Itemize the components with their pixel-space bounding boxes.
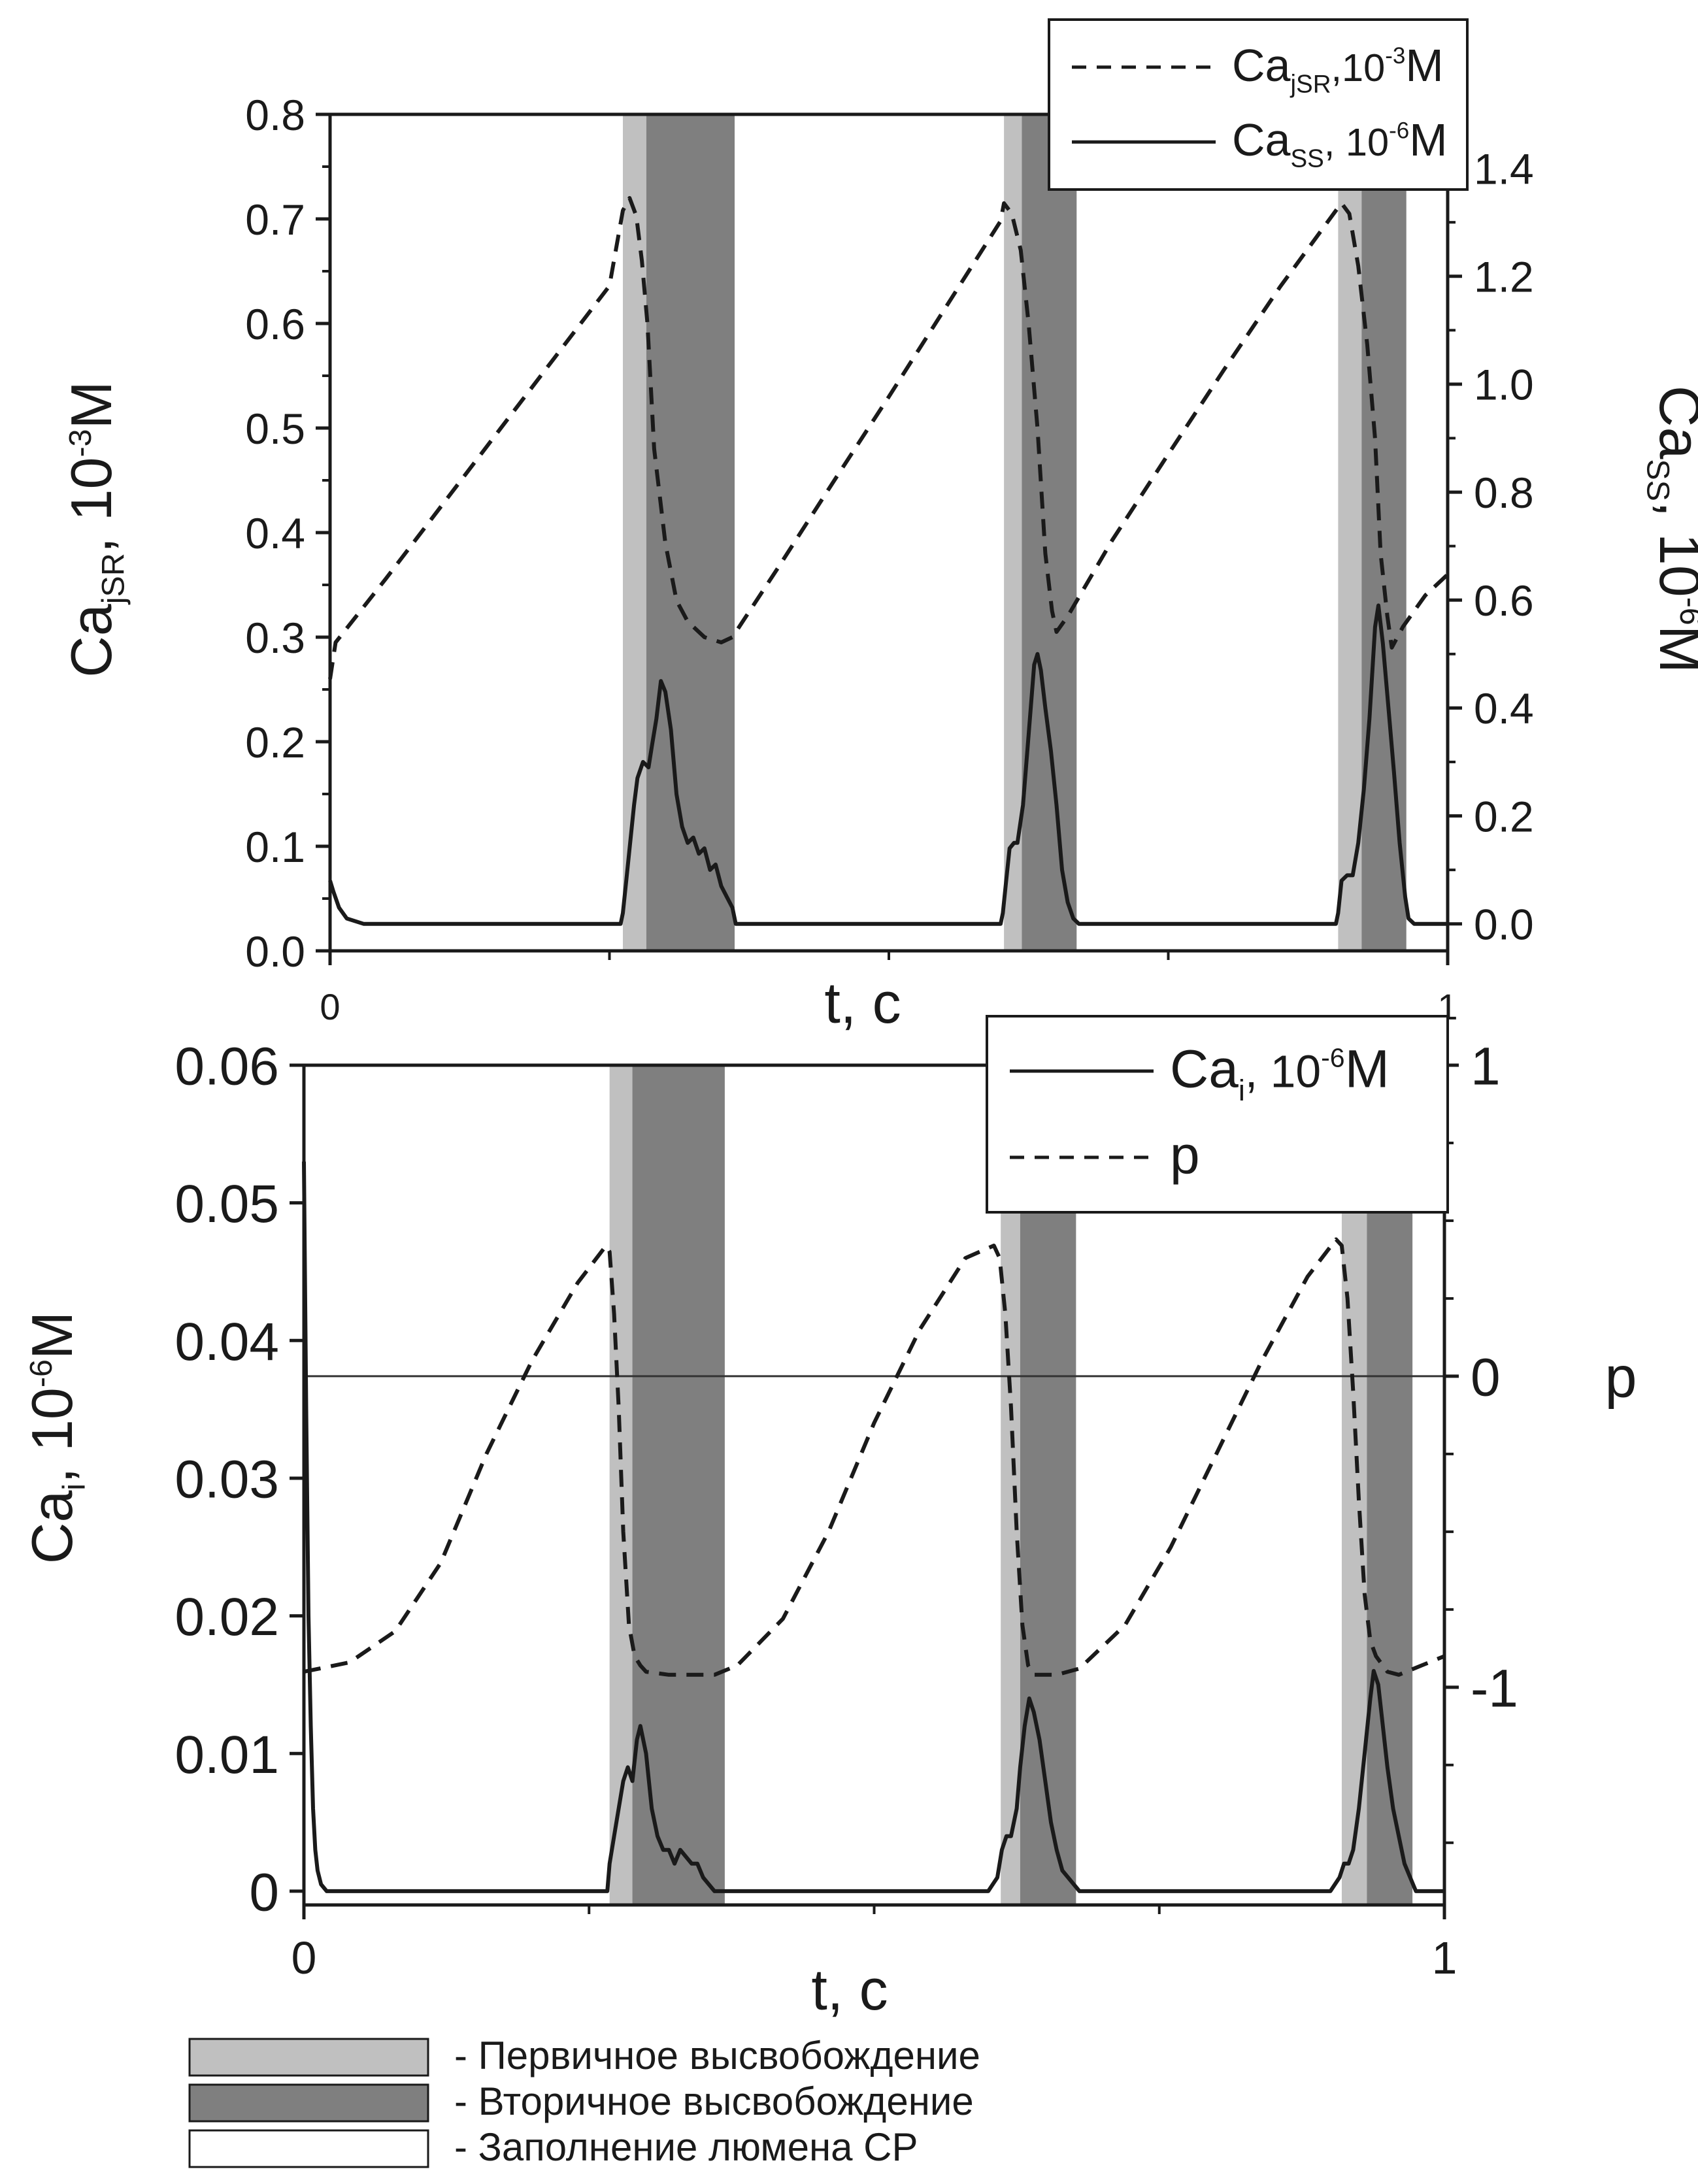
- y-right-tick-label: 0.4: [1474, 684, 1534, 733]
- legend-name-main: p: [1170, 1126, 1200, 1185]
- y-left-title-main: Ca: [59, 604, 124, 678]
- band-legend-swatch-filling: [188, 2129, 429, 2168]
- y-right-title-main: Ca: [1648, 386, 1698, 459]
- y-left-tick-label: 0.05: [175, 1174, 279, 1234]
- x-tick-label: 0: [291, 1932, 317, 1983]
- y-right-title-sub: SS: [1640, 459, 1676, 501]
- legend-name-unit: M: [1405, 40, 1443, 91]
- band-legend-swatch-secondary: [188, 2083, 429, 2123]
- legend-name-rest: , 10: [1324, 120, 1389, 164]
- y-left-title-rest: , 10: [20, 1387, 84, 1483]
- y-right-tick-label: 0.0: [1474, 900, 1534, 948]
- y-left-tick-label: 0.0: [245, 927, 305, 976]
- release-band-primary: [1338, 114, 1362, 951]
- y-right-tick-label: 0.8: [1474, 469, 1534, 517]
- x-tick-label: 0: [320, 986, 340, 1027]
- band-legend-label-secondary: - Вторичное высвобождение: [454, 2079, 974, 2123]
- y-right-axis-title: p: [1605, 1345, 1637, 1410]
- series-line-solid: [302, 1161, 1444, 1893]
- y-left-title-rest: , 10: [59, 457, 124, 554]
- legend-name-main: Ca: [1170, 1040, 1239, 1099]
- y-left-tick-label: 0.03: [175, 1449, 279, 1509]
- release-band-secondary: [632, 1065, 725, 1905]
- y-left-tick-label: 0.6: [245, 300, 305, 348]
- y-left-title-unit: M: [20, 1312, 84, 1359]
- y-left-tick-label: 0.1: [245, 823, 305, 871]
- y-right-axis-title: CaSS, 10-6M: [1640, 386, 1698, 673]
- legend-entry-label: p: [1170, 1126, 1200, 1185]
- y-left-axis-title: Cai, 10-6M: [20, 1312, 92, 1564]
- y-left-title-exp: -6: [24, 1359, 59, 1387]
- release-band-primary: [623, 114, 646, 951]
- legend-box: [1048, 18, 1469, 191]
- legend-entry-label: CaSS, 10-6M: [1232, 114, 1448, 173]
- release-band-primary: [1004, 114, 1022, 951]
- legend-name-unit: M: [1345, 1040, 1390, 1099]
- legend-name-exp: -3: [1385, 43, 1405, 69]
- legend-name-rest: ,10: [1331, 46, 1386, 90]
- plot-frame: [328, 112, 1450, 953]
- y-right-tick-label: 1: [1471, 1037, 1501, 1097]
- band-legend-swatch-primary: [188, 2038, 429, 2077]
- series-line-dashed: [303, 1237, 1446, 1677]
- band-legend-label-filling: - Заполнение люмена СР: [454, 2125, 918, 2169]
- release-band-secondary: [646, 114, 735, 951]
- x-axis-title: t, c: [811, 1957, 888, 2022]
- legend-box: [986, 1015, 1449, 1214]
- legend-entry-label: CajSR,10-3M: [1232, 40, 1444, 99]
- y-left-title-sub: jSR: [95, 553, 131, 605]
- x-tick-label: 1: [1432, 1932, 1457, 1983]
- y-left-axis-title: CajSR, 10-3M: [59, 381, 131, 678]
- y-right-title-unit: M: [1648, 625, 1698, 673]
- x-axis-title: t, c: [824, 970, 901, 1035]
- band-legend-label-primary: - Первичное высвобождение: [454, 2034, 980, 2077]
- y-right-tick-label: 1.2: [1474, 253, 1534, 301]
- legend-name-sub: jSR: [1290, 70, 1331, 98]
- legend-name-unit: M: [1409, 114, 1447, 165]
- y-left-tick-label: 0.06: [175, 1037, 279, 1097]
- y-left-title-exp: -3: [63, 429, 98, 457]
- y-right-tick-label: 1.0: [1474, 361, 1534, 409]
- legend-name-exp: -6: [1389, 118, 1409, 144]
- series-legend: Cai, 10-6Mp: [986, 1015, 1449, 1214]
- y-right-tick-label: 1.4: [1474, 144, 1534, 193]
- y-left-tick-label: 0.04: [175, 1312, 279, 1372]
- legend-name-main: Ca: [1232, 114, 1291, 165]
- legend-name-main: Ca: [1232, 40, 1291, 91]
- y-left-title-sub: i: [56, 1483, 92, 1491]
- y-left-title-unit: M: [59, 381, 124, 429]
- legend-entry-label: Cai, 10-6M: [1170, 1040, 1390, 1108]
- y-left-tick-label: 0.3: [245, 614, 305, 662]
- y-left-tick-label: 0.4: [245, 509, 305, 557]
- top-chart-panel: 0.0 0.1 0.2 0.3 0.4 0.5 0.6 0.7 0.8 0.0 0.2 0.4 0.6 0…: [59, 18, 1698, 1035]
- legend-name-sub: i: [1239, 1074, 1245, 1107]
- y-right-tick-label: 0.6: [1474, 576, 1534, 625]
- band-legend: - Первичное высвобождение- Вторичное выс…: [188, 2034, 980, 2169]
- y-left-tick-label: 0.01: [175, 1725, 279, 1785]
- y-left-tick-label: 0.2: [245, 718, 305, 767]
- y-left-tick-label: 0: [249, 1862, 279, 1922]
- release-band-secondary: [1022, 114, 1077, 951]
- y-right-tick-label: 0.2: [1474, 792, 1534, 840]
- y-left-title-main: Ca: [20, 1491, 84, 1564]
- y-left-tick-label: 0.7: [245, 195, 305, 244]
- series-line-solid: [328, 603, 1448, 926]
- legend-name-sub: SS: [1290, 145, 1323, 173]
- legend-name-exp: -6: [1321, 1042, 1344, 1072]
- series-line-dashed: [328, 196, 1450, 680]
- y-left-tick-label: 0.8: [245, 91, 305, 139]
- y-right-title-exp: -6: [1673, 597, 1698, 625]
- y-right-tick-label: 0: [1471, 1348, 1501, 1407]
- legend-name-rest: , 10: [1245, 1046, 1321, 1097]
- y-left-tick-label: 0.5: [245, 405, 305, 453]
- y-left-tick-label: 0.02: [175, 1587, 279, 1647]
- y-right-tick-label: -1: [1471, 1659, 1518, 1718]
- y-right-title-rest: , 10: [1648, 501, 1698, 597]
